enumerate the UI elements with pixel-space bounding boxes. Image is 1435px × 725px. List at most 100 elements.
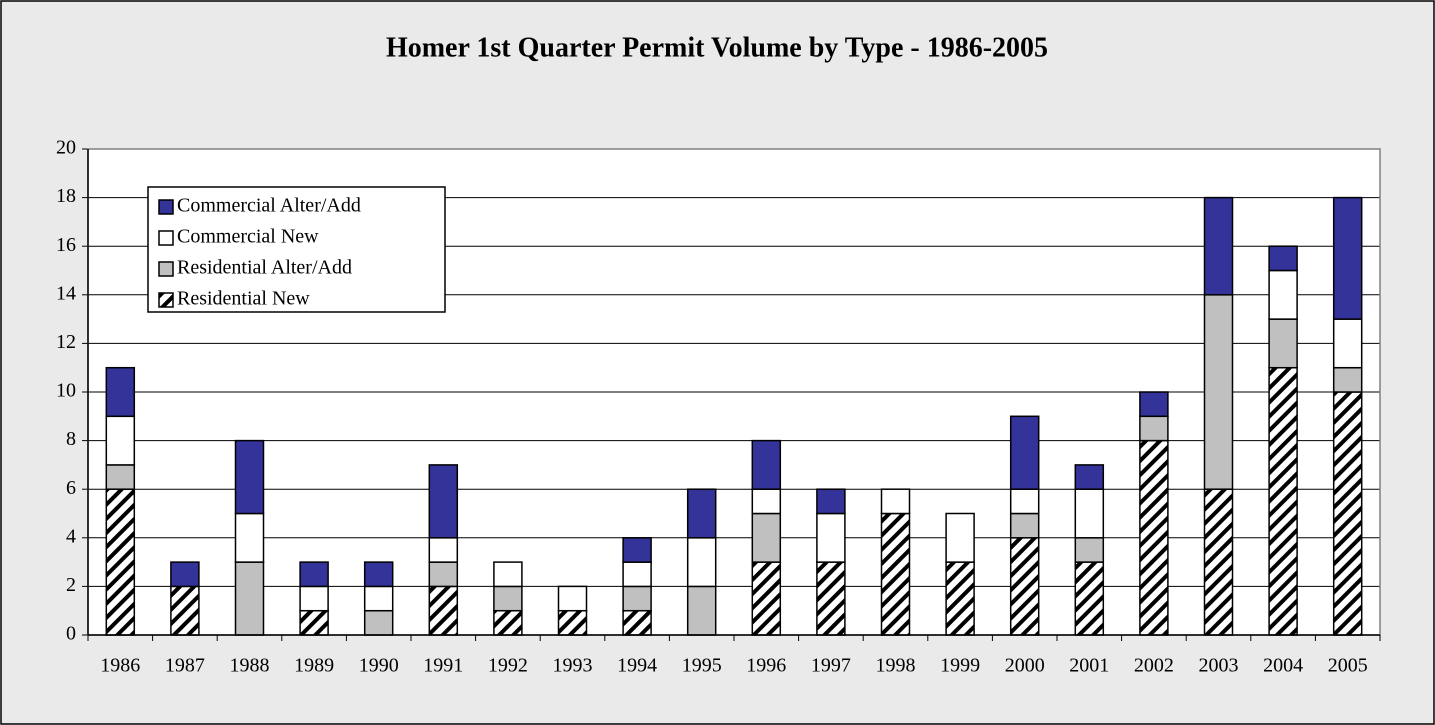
bar-segment bbox=[234, 512, 265, 563]
x-tick-label: 1997 bbox=[811, 655, 851, 677]
bar-segment bbox=[1139, 439, 1169, 636]
bar-segment bbox=[1009, 415, 1040, 490]
bar-segment bbox=[493, 609, 523, 636]
bar-segment bbox=[1203, 488, 1234, 636]
x-tick-label: 1990 bbox=[359, 655, 399, 677]
legend-label: Commercial New bbox=[177, 226, 319, 248]
y-tick-label: 18 bbox=[56, 185, 76, 207]
bar-segment bbox=[1009, 512, 1040, 539]
bar-segment bbox=[170, 561, 200, 588]
x-tick-label: 1987 bbox=[165, 655, 205, 677]
bar-segment bbox=[1139, 415, 1169, 442]
bar-segment bbox=[557, 585, 588, 612]
bar-segment bbox=[234, 439, 265, 515]
bar-segment bbox=[1009, 537, 1040, 636]
bar-segment bbox=[428, 585, 459, 636]
chart-title: Homer 1st Quarter Permit Volume by Type … bbox=[386, 32, 1048, 63]
bar-segment bbox=[1074, 561, 1105, 636]
bar-segment bbox=[751, 512, 782, 563]
bar-segment bbox=[1332, 196, 1363, 320]
x-tick-label: 2004 bbox=[1263, 655, 1303, 677]
x-tick-label: 1991 bbox=[423, 655, 463, 677]
x-tick-label: 1994 bbox=[617, 655, 657, 677]
x-tick-label: 1999 bbox=[940, 655, 980, 677]
bar-segment bbox=[1139, 391, 1169, 418]
x-tick-label: 2001 bbox=[1069, 655, 1109, 677]
bar-segment bbox=[234, 561, 265, 636]
bar-segment bbox=[363, 561, 394, 588]
legend-swatch bbox=[158, 230, 174, 246]
legend-label: Residential Alter/Add bbox=[177, 257, 352, 279]
legend-label: Commercial Alter/Add bbox=[177, 195, 361, 217]
bar-segment bbox=[945, 512, 975, 563]
bar-segment bbox=[1074, 488, 1105, 539]
bar-segment bbox=[622, 537, 652, 563]
y-tick-label: 16 bbox=[56, 234, 76, 256]
bar-segment bbox=[880, 488, 911, 515]
bar-segment bbox=[751, 561, 782, 636]
bar-segment bbox=[880, 512, 911, 636]
bar-segment bbox=[428, 561, 459, 588]
y-tick-label: 12 bbox=[56, 331, 76, 353]
bar-segment bbox=[1332, 318, 1363, 369]
bar-segment bbox=[557, 609, 588, 636]
bar-segment bbox=[1203, 196, 1234, 296]
y-tick-label: 8 bbox=[66, 428, 76, 450]
x-tick-label: 1998 bbox=[876, 655, 916, 677]
legend-label: Residential New bbox=[177, 288, 310, 310]
bar-segment bbox=[686, 585, 717, 636]
bar-segment bbox=[1332, 366, 1363, 393]
bar-segment bbox=[1268, 269, 1298, 320]
bar-segment bbox=[105, 415, 136, 466]
y-tick-label: 10 bbox=[56, 380, 76, 402]
x-tick-label: 1988 bbox=[230, 655, 270, 677]
bar-segment bbox=[686, 537, 717, 588]
x-tick-label: 1986 bbox=[100, 655, 140, 677]
bar-segment bbox=[816, 561, 846, 636]
legend-box bbox=[147, 186, 446, 313]
bar-segment bbox=[493, 561, 523, 588]
bar-segment bbox=[622, 609, 652, 636]
x-tick-label: 2002 bbox=[1134, 655, 1174, 677]
bar-segment bbox=[299, 561, 329, 588]
y-tick-label: 20 bbox=[56, 137, 76, 159]
bar-segment bbox=[105, 464, 136, 490]
y-tick-label: 0 bbox=[66, 623, 76, 645]
x-tick-label: 2003 bbox=[1199, 655, 1239, 677]
x-tick-label: 1993 bbox=[553, 655, 593, 677]
y-tick-label: 6 bbox=[66, 477, 76, 499]
bar-segment bbox=[1268, 318, 1298, 369]
y-tick-label: 4 bbox=[66, 525, 76, 547]
bar-segment bbox=[622, 561, 652, 588]
bar-segment bbox=[945, 561, 975, 636]
bar-segment bbox=[105, 488, 136, 636]
x-tick-label: 2000 bbox=[1005, 655, 1045, 677]
x-tick-label: 1996 bbox=[746, 655, 786, 677]
bar-segment bbox=[816, 488, 846, 515]
x-tick-label: 1989 bbox=[294, 655, 334, 677]
bar-segment bbox=[493, 585, 523, 612]
x-tick-label: 2005 bbox=[1328, 655, 1368, 677]
bar-segment bbox=[686, 488, 717, 539]
bar-segment bbox=[816, 512, 846, 563]
bar-segment bbox=[428, 464, 459, 539]
y-tick-label: 2 bbox=[66, 574, 76, 596]
bar-segment bbox=[622, 585, 652, 612]
bar-segment bbox=[1268, 245, 1298, 272]
legend-swatch bbox=[158, 292, 174, 308]
bar-segment bbox=[299, 609, 329, 636]
bar-segment bbox=[299, 585, 329, 612]
bar-segment bbox=[1203, 294, 1234, 490]
x-tick-label: 1992 bbox=[488, 655, 528, 677]
bar-segment bbox=[1009, 488, 1040, 515]
bar-segment bbox=[170, 585, 200, 636]
bar-segment bbox=[363, 609, 394, 636]
y-tick-label: 14 bbox=[56, 282, 76, 304]
bar-segment bbox=[1074, 537, 1105, 563]
bar-segment bbox=[428, 537, 459, 563]
bar-segment bbox=[1074, 464, 1105, 490]
bar-segment bbox=[105, 366, 136, 418]
bar-segment bbox=[1268, 366, 1298, 636]
